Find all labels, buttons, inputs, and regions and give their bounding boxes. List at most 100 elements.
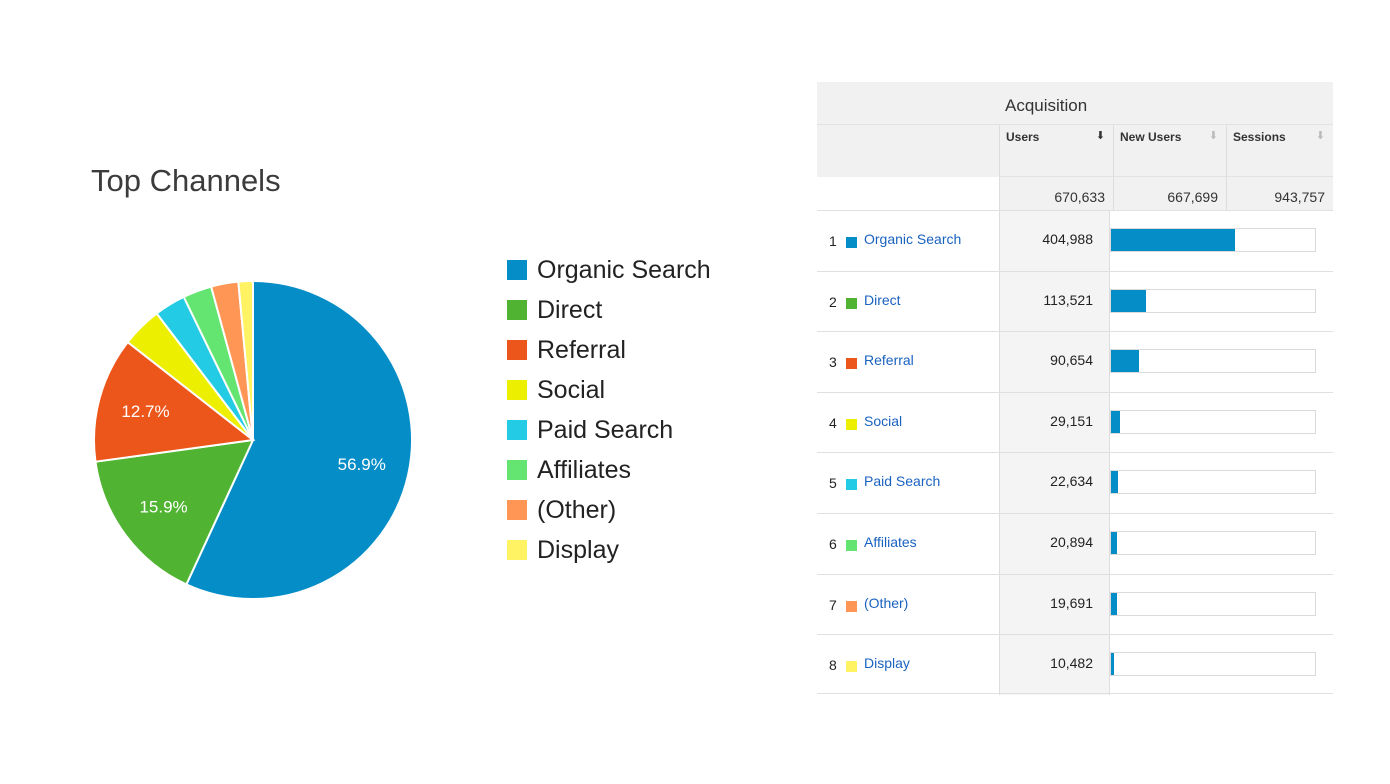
table-row: 2 Direct 113,521 [817,270,1333,331]
legend-item[interactable]: Organic Search [507,250,711,290]
bar-track [1110,470,1316,495]
users-bar [1111,229,1235,251]
legend-item[interactable]: Paid Search [507,410,711,450]
column-label: New Users [1120,130,1182,144]
table-row: 5 Paid Search 22,634 [817,452,1333,512]
legend-item[interactable]: Display [507,530,711,570]
acquisition-table: Acquisition Users ⬇ New Users ⬇ Sessions… [817,82,1333,695]
row-users-value: 113,521 [1043,291,1093,308]
legend-swatch [507,300,527,320]
row-users-value: 19,691 [1050,594,1093,611]
table-header-group: Acquisition [817,82,1333,124]
sort-desc-icon[interactable]: ⬇ [1208,130,1218,142]
row-users-value: 10,482 [1050,655,1093,672]
table-row: 7 (Other) 19,691 [817,573,1333,634]
row-color-swatch [846,600,857,612]
legend-swatch [507,540,527,560]
legend-swatch [507,500,527,520]
row-rank: 4 [829,414,837,431]
legend-item[interactable]: (Other) [507,490,711,530]
bar-track [1110,591,1316,616]
legend-label: Direct [537,295,603,324]
sort-desc-icon[interactable]: ⬇ [1315,130,1325,142]
legend-label: Paid Search [537,415,674,444]
row-color-swatch [846,297,857,309]
total-users: 670,633 [999,176,1113,210]
legend-item[interactable]: Direct [507,290,711,330]
total-sessions: 943,757 [1226,176,1333,210]
row-rank: 1 [829,233,837,249]
channel-link[interactable]: Affiliates [864,534,917,550]
channel-link[interactable]: (Other) [864,594,909,611]
row-color-swatch [846,358,857,370]
row-color-swatch [846,661,857,673]
legend-label: (Other) [537,495,617,524]
row-color-swatch [846,418,857,430]
legend-item[interactable]: Referral [507,330,711,370]
channel-link[interactable]: Referral [864,352,914,369]
column-label: Sessions [1233,130,1286,144]
total-value: 943,757 [1274,189,1325,205]
totals-row: 670,633 667,699 943,757 [817,176,1333,210]
legend-label: Organic Search [537,255,711,284]
acquisition-header: Acquisition [1005,96,1088,115]
channel-link[interactable]: Direct [864,291,901,308]
pie-slice[interactable] [94,438,255,586]
channel-link[interactable]: Display [864,655,910,672]
column-header-users[interactable]: Users ⬇ [999,125,1113,177]
table-row: 3 Referral 90,654 [817,331,1333,391]
row-color-swatch [846,237,857,248]
legend-item[interactable]: Social [507,370,711,410]
slice-label: 56.9% [338,455,386,474]
row-users-value: 22,634 [1050,473,1093,490]
legend-swatch [507,460,527,480]
users-bar [1111,592,1118,615]
legend-item[interactable]: Affiliates [507,450,711,490]
total-value: 670,633 [1054,189,1105,205]
users-bar [1111,350,1139,373]
bar-track [1110,288,1316,313]
bar-track [1110,349,1316,374]
total-new-users: 667,699 [1113,176,1226,210]
table-row: 8 Display 10,482 [817,634,1333,695]
row-color-swatch [846,540,857,551]
pie-chart: 56.9% 15.9% 12.7% [93,279,413,600]
column-label: Users [1006,130,1040,144]
legend-swatch [507,380,527,400]
row-color-swatch [846,479,857,491]
users-bar [1111,653,1115,676]
bar-track [1110,409,1316,434]
row-users-value: 20,894 [1050,534,1093,550]
bar-track [1110,531,1316,555]
chart-title: Top Channels [91,163,281,198]
column-header-sessions[interactable]: Sessions ⬇ [1226,125,1333,177]
channel-link[interactable]: Social [864,412,903,429]
legend: Organic Search Direct Referral Social Paid S… [507,250,711,570]
row-rank: 8 [829,657,837,674]
sort-desc-icon[interactable]: ⬇ [1095,130,1105,142]
users-bar [1111,289,1146,312]
legend-label: Referral [537,335,626,364]
legend-label: Display [537,535,619,564]
legend-swatch [507,260,527,280]
pie-slice[interactable] [185,279,413,600]
row-users-value: 404,988 [1042,231,1093,247]
users-bar [1111,410,1120,433]
bar-track [1110,228,1316,252]
users-bar [1111,532,1118,554]
bar-track [1110,652,1316,677]
table-row: 4 Social 29,151 [817,391,1333,452]
pie-slice[interactable] [93,340,256,463]
channel-link[interactable]: Organic Search [864,231,962,247]
column-header-new-users[interactable]: New Users ⬇ [1113,125,1226,177]
legend-label: Social [537,375,606,404]
slice-label: 12.7% [121,402,169,421]
row-rank: 3 [829,354,837,371]
row-rank: 5 [829,475,837,492]
channel-link[interactable]: Paid Search [864,473,941,490]
row-users-value: 29,151 [1050,412,1093,429]
pie-slice[interactable] [237,279,254,441]
users-bar [1111,471,1118,494]
row-rank: 6 [829,536,837,552]
legend-label: Affiliates [537,455,632,484]
